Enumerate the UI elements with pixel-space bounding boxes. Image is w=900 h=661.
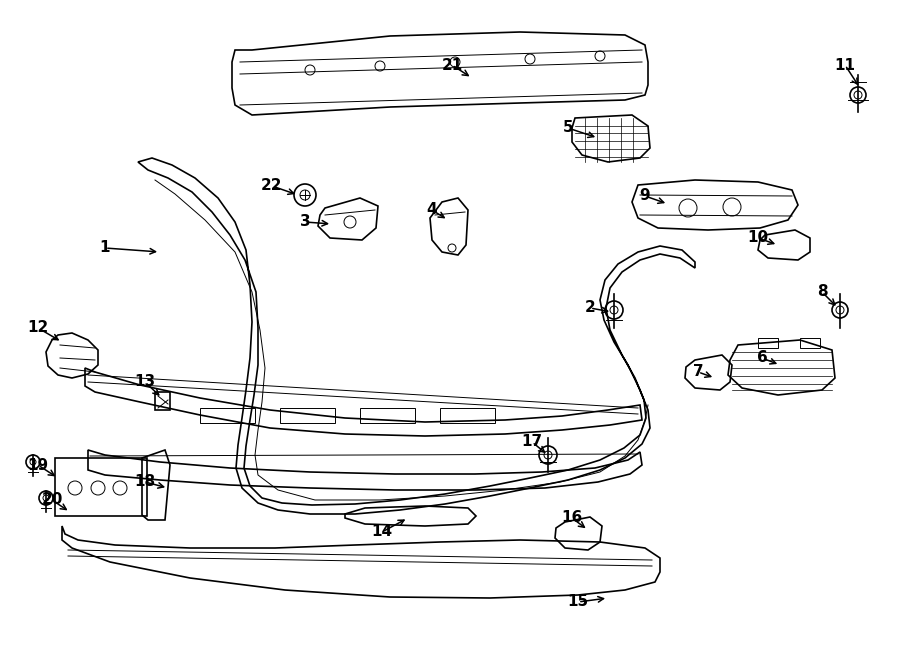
Text: 4: 4: [427, 202, 437, 217]
Bar: [360, 408, 415, 423]
Text: 11: 11: [834, 58, 856, 73]
Text: 1: 1: [100, 241, 110, 256]
Text: 14: 14: [372, 524, 392, 539]
Text: 9: 9: [640, 188, 651, 204]
Text: 16: 16: [562, 510, 582, 525]
Text: 7: 7: [693, 364, 703, 379]
Text: 20: 20: [41, 492, 63, 508]
Text: 6: 6: [757, 350, 768, 366]
Text: 22: 22: [261, 178, 283, 194]
Bar: [440, 408, 495, 423]
Text: 10: 10: [747, 231, 769, 245]
Bar: [280, 408, 335, 423]
Text: 5: 5: [562, 120, 573, 136]
Text: 19: 19: [27, 457, 49, 473]
Bar: [155, 392, 170, 410]
Text: 8: 8: [816, 284, 827, 299]
Text: 15: 15: [567, 594, 589, 609]
Text: 13: 13: [134, 375, 156, 389]
Bar: [200, 408, 255, 423]
Text: 21: 21: [441, 58, 463, 73]
Text: 18: 18: [134, 475, 156, 490]
Bar: [800, 338, 820, 348]
Text: 2: 2: [585, 301, 596, 315]
Text: 3: 3: [300, 215, 310, 229]
Text: 17: 17: [521, 434, 543, 449]
Bar: [758, 338, 778, 348]
Bar: [55, 458, 147, 516]
Text: 12: 12: [27, 321, 49, 336]
